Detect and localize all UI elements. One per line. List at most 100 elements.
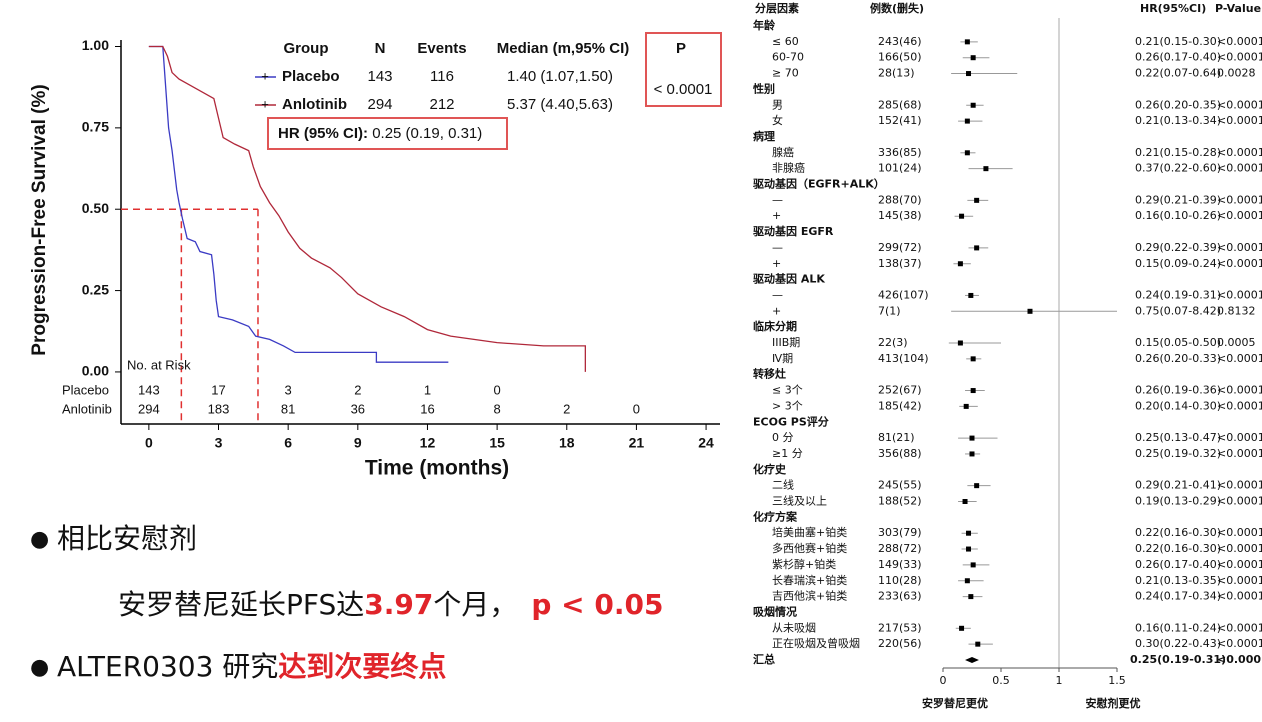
x-tick-label: 21 [629,435,645,451]
row-hr: 0.26(0.20-0.35) [1135,98,1221,111]
group-label: 年龄 [753,18,776,32]
risk-count: 294 [138,401,160,416]
y-tick-label: 0.00 [82,363,109,379]
highlight: p < 0.05 [531,588,663,621]
row-p: 0.0028 [1217,67,1256,80]
row-label: 长春瑞滨+铂类 [772,573,847,587]
row-hr: 0.37(0.22-0.60) [1135,162,1221,175]
group-label: 临床分期 [753,319,797,333]
x-tick-label: 1 [1056,674,1063,687]
row-hr: 0.29(0.22-0.39) [1135,241,1221,254]
hr-point [969,435,975,441]
row-hr: 0.26(0.17-0.40) [1135,558,1221,571]
hr-point [970,55,976,61]
row-label: ≤ 60 [772,35,799,48]
hr-point [964,578,970,584]
hr-point [970,388,976,394]
text: ALTER0303 研究 [57,650,278,683]
risk-count: 36 [351,401,365,416]
row-hr: 0.22(0.16-0.30) [1135,542,1221,555]
row-label: ≥ 70 [772,67,799,80]
row-p: <0.0001 [1217,146,1262,159]
hr-label: HR (95% CI): [278,125,368,142]
row-label: 紫杉醇+铂类 [772,557,836,571]
legend-events: 116 [430,68,454,85]
risk-row-label: Anlotinib [62,401,112,416]
legend-events: 212 [429,96,454,113]
legend-label: Anlotinib [282,96,347,113]
row-p: <0.0001 [1217,352,1262,365]
row-n: 217(53) [878,621,922,634]
bullet-text: ALTER0303 研究达到次要终点 [57,650,446,683]
favors-label: 安慰剂更优 [1086,696,1141,710]
legend-marker: + [261,68,269,83]
hr-point [969,451,975,457]
row-hr: 0.16(0.11-0.24) [1135,621,1221,634]
risk-count: 81 [281,401,295,416]
row-hr: 0.24(0.17-0.34) [1135,590,1221,603]
favors-label: 安罗替尼更优 [922,696,988,710]
hr-point [962,499,968,504]
row-label: 正在吸烟及曾吸烟 [772,636,860,650]
hr-point [983,166,989,172]
row-hr: 0.21(0.13-0.34) [1135,114,1221,127]
row-label: + [772,257,781,270]
row-p: <0.0001 [1217,574,1262,587]
row-label: ≤ 3个 [772,384,803,397]
row-p: 0.0005 [1217,336,1256,349]
hr-point [970,102,976,108]
row-label: 60-70 [772,51,804,64]
hr-point [968,292,974,298]
column-header: HR(95%CI) [1140,2,1206,15]
row-hr: 0.16(0.10-0.26) [1135,209,1221,222]
row-n: 288(70) [878,193,922,206]
x-tick-label: 18 [559,435,575,451]
group-label: 化疗史 [753,462,787,476]
group-label: 转移灶 [753,367,786,381]
column-header: 分层因素 [755,1,799,15]
x-tick-label: 0.5 [992,674,1010,687]
row-p: <0.0001 [1217,288,1262,301]
row-p: <0.0001 [1217,447,1262,460]
hr-point [968,594,974,600]
row-n: 101(24) [878,162,922,175]
legend-median: 1.40 (1.07,1.50) [507,68,613,85]
row-p: <0.0001 [1217,558,1262,571]
hr-point [974,245,980,251]
row-hr: 0.25(0.19-0.32) [1135,447,1221,460]
row-hr: 0.26(0.20-0.33) [1135,352,1221,365]
group-label: 驱动基因 ALK [753,272,825,286]
row-n: 285(68) [878,98,922,111]
legend-median: 5.37 (4.40,5.63) [507,96,613,113]
y-tick-label: 0.25 [82,281,109,297]
risk-count: 0 [633,401,640,416]
hr-point [959,625,965,631]
row-label: 女 [772,113,783,127]
legend-n: 143 [367,68,392,85]
row-p: <0.0001 [1217,162,1262,175]
hr-point [1027,308,1033,314]
row-p: <0.0001 [1217,526,1262,539]
row-p: <0.0001 [1217,495,1262,508]
row-hr: 0.20(0.14-0.30) [1135,399,1221,412]
row-p: <0.0001 [1217,257,1262,270]
row-n: 188(52) [878,495,922,508]
risk-count: 8 [493,401,500,416]
x-tick-label: 12 [420,435,436,451]
row-hr: 0.15(0.05-0.50) [1135,336,1221,349]
risk-row-label: Placebo [62,382,109,397]
row-hr: 0.26(0.17-0.40) [1135,51,1221,64]
highlight: 3.97 [364,588,433,621]
p-value: < 0.0001 [654,81,713,98]
row-n: 233(63) [878,590,922,603]
row-n: 288(72) [878,542,922,555]
column-header: P-Value [1215,2,1261,15]
y-axis-label: Progression-Free Survival (%) [29,84,50,355]
row-p: <0.0001 [1217,51,1262,64]
y-tick-label: 0.50 [82,200,109,216]
row-n: 149(33) [878,558,922,571]
row-n: 22(3) [878,336,908,349]
km-curve [148,45,449,363]
risk-count: 143 [138,382,160,397]
row-p: <0.0001 [1217,653,1262,666]
